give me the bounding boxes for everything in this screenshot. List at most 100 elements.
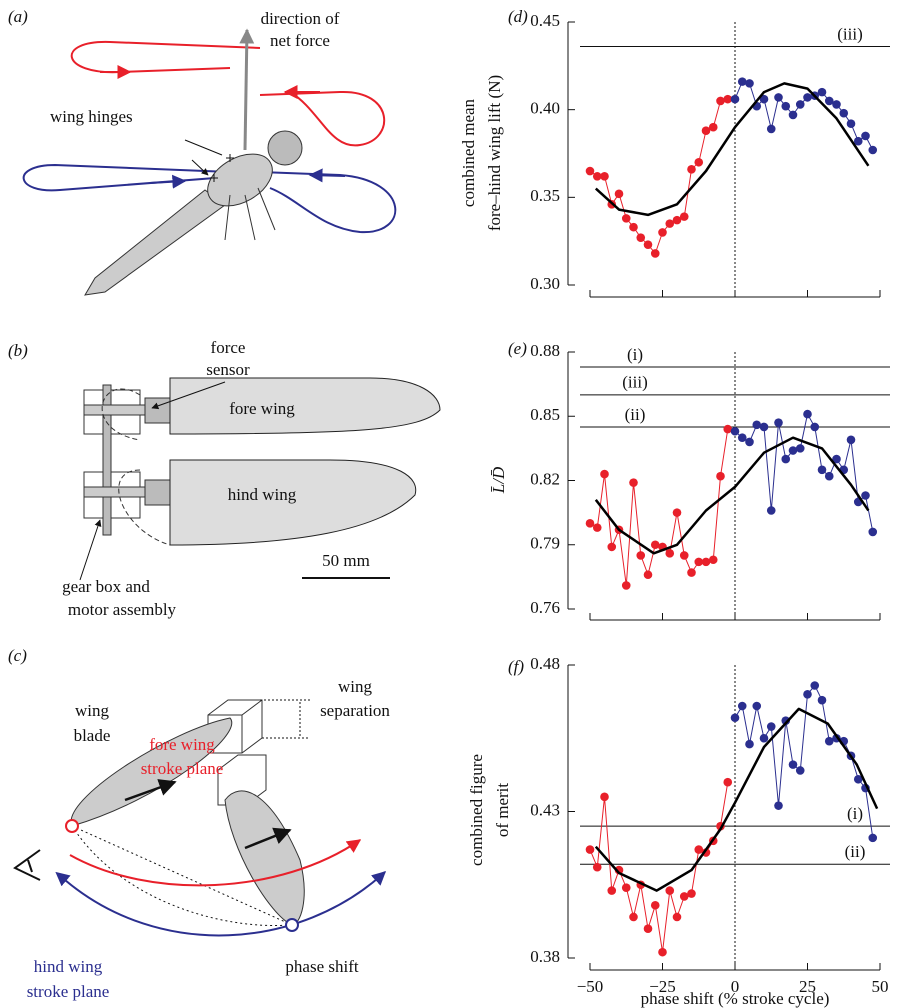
series-line: [589, 782, 729, 953]
point: [687, 889, 696, 898]
point: [694, 157, 704, 167]
label: separation: [320, 701, 390, 720]
point: [600, 792, 609, 802]
point: [679, 551, 689, 560]
label: hind wing: [228, 485, 297, 504]
point: [824, 96, 834, 106]
y-axis-label: fore–hind wing lift (N): [485, 75, 504, 231]
point: [701, 557, 711, 567]
y-tick-label: 0.88: [530, 341, 560, 360]
hind-plane: [55, 871, 387, 937]
label: wing hinges: [50, 107, 133, 126]
separation: [260, 699, 310, 739]
point: [795, 444, 805, 453]
label: blade: [74, 726, 111, 745]
point: [643, 570, 653, 580]
point: [650, 540, 660, 550]
point: [745, 739, 754, 749]
point: [846, 435, 856, 445]
hinge-marks: [210, 154, 234, 182]
label: hind wing: [34, 957, 103, 976]
thorax: [207, 153, 273, 207]
label: direction of: [261, 9, 340, 28]
label: stroke plane: [141, 759, 224, 778]
point: [629, 478, 638, 487]
y-axis-label: of merit: [493, 783, 512, 838]
point: [665, 219, 675, 228]
point: [592, 171, 602, 181]
point: [868, 833, 878, 843]
point: [853, 136, 863, 146]
label: force: [211, 338, 246, 357]
x-axis-label: phase shift (% stroke cycle): [641, 989, 830, 1008]
point: [803, 93, 812, 102]
point: [737, 77, 747, 86]
point: [774, 418, 783, 427]
point: [643, 240, 653, 249]
point: [672, 508, 682, 517]
y-axis-label: combined mean: [459, 98, 478, 207]
point: [614, 189, 624, 199]
point: [810, 681, 820, 690]
point: [679, 212, 689, 221]
point: [861, 491, 870, 500]
red-loop: [70, 40, 261, 74]
point: [788, 446, 798, 455]
point: [774, 801, 783, 810]
red-loop: [259, 90, 386, 147]
point: [868, 527, 878, 537]
point: [759, 94, 769, 104]
blue-loop: [22, 163, 397, 234]
point: [708, 555, 718, 565]
point: [810, 422, 820, 432]
point: [607, 886, 617, 895]
reference-label: (iii): [622, 373, 648, 392]
diagram-b: (b) force sensor fore wing hind wing 50 …: [8, 338, 441, 619]
label: wing: [75, 701, 110, 720]
point: [781, 101, 791, 111]
point: [853, 774, 863, 784]
point: [781, 454, 791, 464]
point: [665, 886, 675, 895]
blue-arrow: [308, 168, 346, 183]
point: [585, 166, 595, 176]
point: [672, 912, 682, 922]
point: [600, 469, 609, 479]
label: gear box and: [62, 577, 150, 596]
point: [600, 171, 609, 181]
fore-plane: [69, 839, 362, 887]
series-line: [734, 413, 874, 532]
box: [217, 754, 267, 806]
diagram-c: (c) wing blade wing separation fore wing…: [8, 646, 390, 1001]
hind-wing: [169, 459, 417, 546]
fore-wing: [169, 377, 441, 435]
point: [766, 124, 776, 134]
point: [658, 947, 667, 957]
point: [658, 228, 667, 237]
fit-curve: [594, 707, 879, 892]
chord: [244, 827, 292, 850]
x-tick-label: 25: [799, 977, 816, 996]
point: [679, 892, 689, 901]
point: [766, 506, 776, 515]
y-tick-label: 0.48: [530, 654, 560, 673]
point: [737, 433, 747, 442]
point: [650, 249, 660, 258]
point: [766, 722, 776, 731]
point: [716, 471, 725, 481]
point: [839, 108, 849, 118]
point: [752, 420, 762, 430]
abdomen: [84, 189, 226, 296]
outline: [101, 388, 171, 546]
point: [592, 523, 602, 532]
x-tick-label: 0: [731, 977, 740, 996]
point: [861, 131, 870, 141]
label: stroke plane: [27, 982, 110, 1001]
x-tick-label: −25: [649, 977, 676, 996]
point: [824, 736, 834, 746]
sensor-block: [144, 397, 171, 424]
hinge: [65, 819, 79, 833]
panel-label: (b): [8, 341, 28, 360]
label: net force: [270, 31, 330, 50]
label: motor assembly: [68, 600, 177, 619]
